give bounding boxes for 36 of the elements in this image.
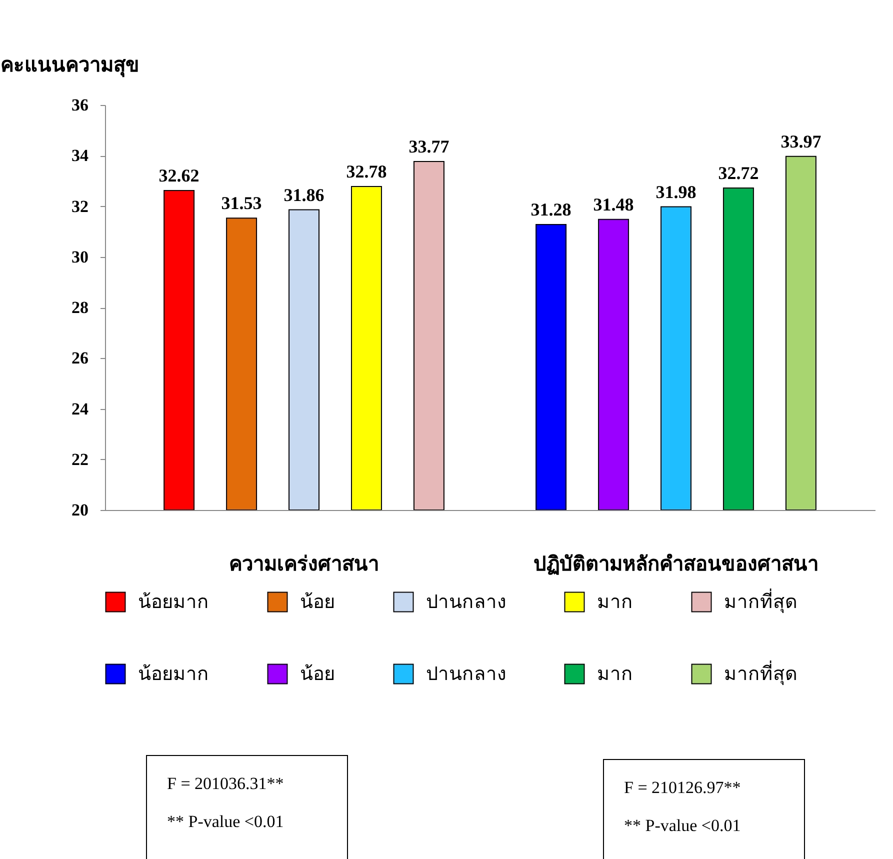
data-label: 32.72 [718,163,759,184]
data-label: 31.28 [530,199,572,220]
legend-label: น้อยมาก [138,591,209,613]
legend-label: น้อย [300,663,335,685]
legend-label: มาก [597,591,633,613]
legend-label: น้อย [300,591,335,613]
legend-label: ปานกลาง [426,663,506,685]
legend-label: มากที่สุด [724,588,797,614]
data-label: 31.48 [593,194,634,214]
y-tick-label: 22 [72,450,88,469]
y-tick-label: 28 [72,298,88,317]
legend-label: น้อยมาก [138,663,209,685]
legend-label: ปานกลาง [426,591,506,613]
y-tick-label: 34 [72,146,89,166]
text: F = 210126.97** [624,778,742,798]
y-tick-label: 26 [72,348,88,368]
x-tick-label: ปฏิบัติตามหลักคำสอนของศาสนา [533,552,818,576]
y-tick-label: 24 [72,399,89,418]
y-tick-label: 32 [72,196,88,216]
y-tick-label: 20 [72,500,88,520]
data-label: 32.78 [346,162,387,182]
text: F = 201036.31** [167,774,285,794]
x-tick-label: ความเคร่งศาสนา [229,552,380,576]
legend-label: มาก [597,663,633,685]
y-tick-label: 36 [72,96,88,114]
legend-label: มากที่สุด [724,660,797,686]
data-label: 33.97 [780,131,822,152]
y-axis-title: คะแนนความสุข [0,52,140,78]
data-label: 31.98 [656,182,696,202]
data-label: 31.53 [221,193,262,214]
text: ** P-value <0.01 [624,816,742,836]
text: ** P-value <0.01 [167,812,285,832]
y-tick-label: 30 [72,247,88,266]
data-label: 33.77 [408,136,450,156]
data-label: 32.62 [158,166,200,186]
data-label: 31.86 [284,184,324,205]
